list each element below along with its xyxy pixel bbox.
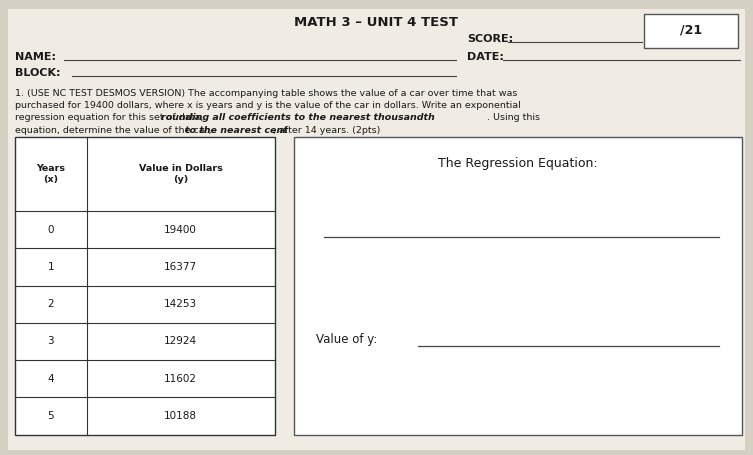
Text: DATE:: DATE:: [467, 52, 504, 62]
Text: , after 14 years. (2pts): , after 14 years. (2pts): [273, 126, 381, 135]
FancyBboxPatch shape: [294, 136, 742, 435]
Text: 10188: 10188: [164, 411, 197, 421]
Text: Value in Dollars
(y): Value in Dollars (y): [139, 164, 223, 184]
Text: . Using this: . Using this: [487, 113, 540, 122]
Text: 4: 4: [47, 374, 54, 384]
Text: 16377: 16377: [164, 262, 197, 272]
Text: 19400: 19400: [164, 225, 197, 235]
Text: 0: 0: [47, 225, 54, 235]
Text: MATH 3 – UNIT 4 TEST: MATH 3 – UNIT 4 TEST: [294, 16, 459, 29]
FancyBboxPatch shape: [644, 14, 738, 48]
FancyBboxPatch shape: [8, 9, 745, 450]
Text: 14253: 14253: [164, 299, 197, 309]
Text: to the nearest cent: to the nearest cent: [185, 126, 288, 135]
Text: 12924: 12924: [164, 336, 197, 346]
Text: purchased for 19400 dollars, where x is years and y is the value of the car in d: purchased for 19400 dollars, where x is …: [15, 101, 521, 110]
Text: 3: 3: [47, 336, 54, 346]
Text: BLOCK:: BLOCK:: [15, 68, 60, 78]
Text: 2: 2: [47, 299, 54, 309]
Text: NAME:: NAME:: [15, 52, 56, 62]
Text: 5: 5: [47, 411, 54, 421]
Text: 11602: 11602: [164, 374, 197, 384]
Text: The Regression Equation:: The Regression Equation:: [438, 157, 597, 170]
Text: 1. (USE NC TEST DESMOS VERSION) The accompanying table shows the value of a car : 1. (USE NC TEST DESMOS VERSION) The acco…: [15, 89, 517, 98]
Text: rounding all coefficients to the nearest thousandth: rounding all coefficients to the nearest…: [161, 113, 435, 122]
FancyBboxPatch shape: [15, 136, 275, 435]
Text: Value of y:: Value of y:: [316, 333, 378, 346]
Text: 1: 1: [47, 262, 54, 272]
Text: regression equation for this set of data,: regression equation for this set of data…: [15, 113, 206, 122]
Text: Years
(x): Years (x): [36, 164, 66, 184]
Text: /21: /21: [680, 24, 703, 36]
Text: SCORE:: SCORE:: [467, 34, 513, 44]
Text: equation, determine the value of the car,: equation, determine the value of the car…: [15, 126, 215, 135]
